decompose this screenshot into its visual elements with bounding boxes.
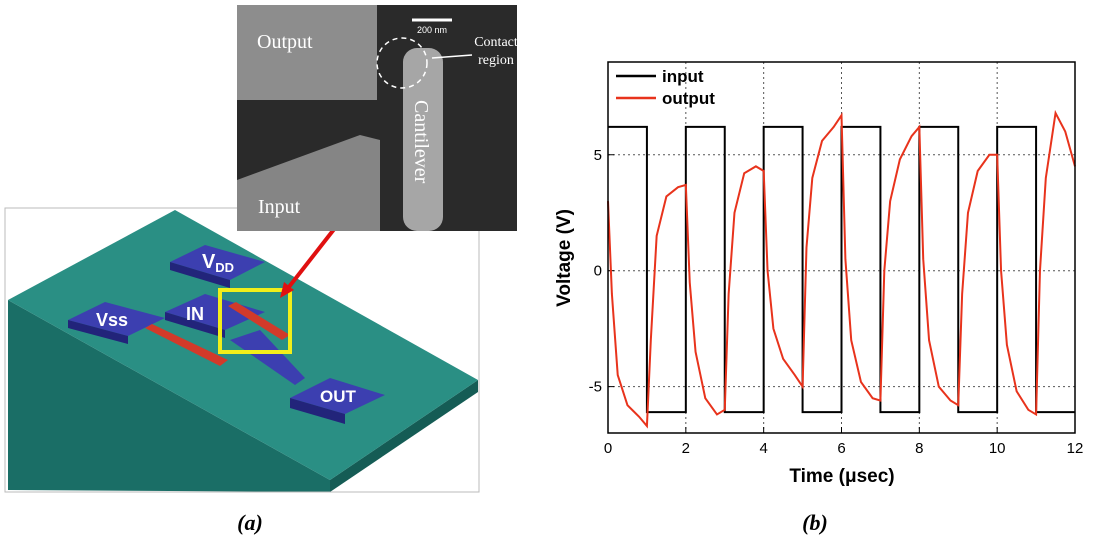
x-tick-label: 8 <box>915 440 923 457</box>
pad-label: V <box>202 251 216 273</box>
x-axis-label: Time (μsec) <box>789 466 894 487</box>
pad-label: DD <box>215 260 234 275</box>
y-axis-label: Voltage (V) <box>554 209 575 307</box>
figure: VDD Vss IN OUT 200 nm Contact region Out… <box>0 0 1094 556</box>
scale-label: 200 nm <box>417 25 447 35</box>
y-tick-label: 5 <box>594 147 602 164</box>
x-tick-label: 12 <box>1067 440 1084 457</box>
pad-label: OUT <box>320 387 357 406</box>
pad-label: IN <box>186 304 204 324</box>
sem-label: Cantilever <box>410 100 432 184</box>
contact-label-box: Contact region <box>466 34 526 78</box>
x-tick-label: 2 <box>682 440 690 457</box>
sem-image: 200 nm Contact region Output Input Canti… <box>237 5 526 231</box>
series-line <box>608 127 1075 412</box>
sem-label: Input <box>258 196 301 218</box>
pad-label: Vss <box>96 310 128 330</box>
arrow <box>285 228 335 292</box>
caption: (a) <box>237 510 263 535</box>
caption: (b) <box>802 510 828 535</box>
chart: Time (μsec) Voltage (V) 0 2 4 6 8 10 12 -5 0 5 inp… <box>554 62 1083 487</box>
sem-label: Output <box>257 31 313 53</box>
y-tick-label: -5 <box>589 379 602 396</box>
legend-label: input <box>662 67 704 86</box>
legend-label: output <box>662 89 715 108</box>
x-tick-label: 4 <box>759 440 767 457</box>
y-tick-label: 0 <box>594 263 602 280</box>
x-tick-label: 0 <box>604 440 612 457</box>
x-tick-label: 10 <box>989 440 1006 457</box>
x-tick-label: 6 <box>837 440 845 457</box>
contact-label: Contact region <box>466 34 526 70</box>
device-schematic: VDD Vss IN OUT <box>5 208 479 492</box>
